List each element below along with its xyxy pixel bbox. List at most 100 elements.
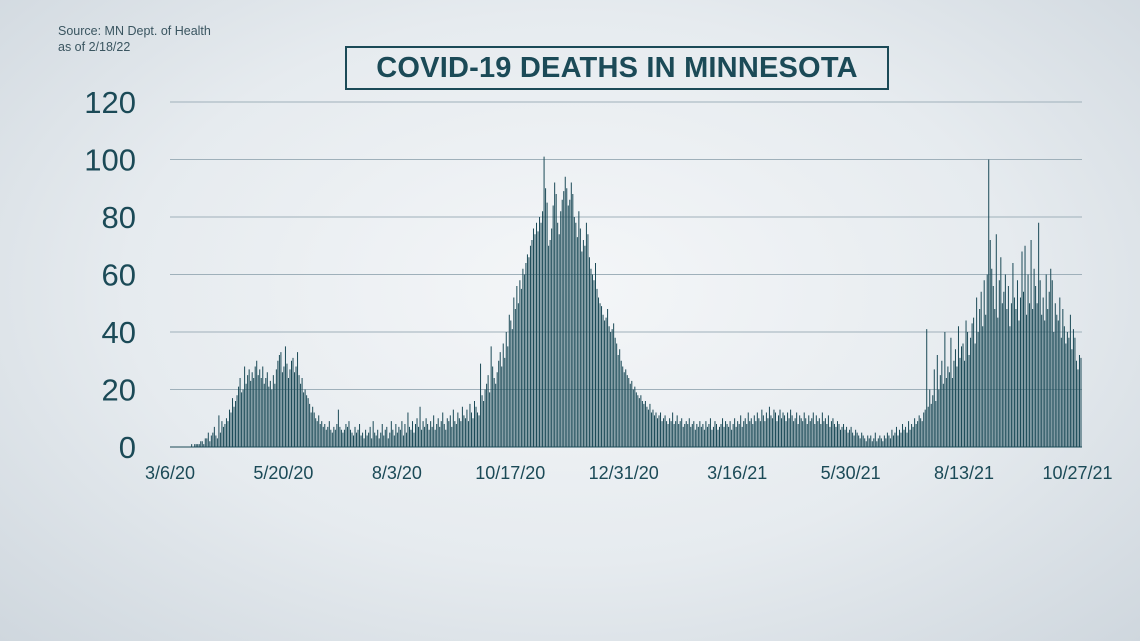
bar [985, 314, 987, 447]
bar [605, 317, 607, 448]
bar [194, 444, 196, 448]
bar [765, 412, 767, 447]
bar [1024, 245, 1026, 447]
bar [387, 438, 389, 448]
bar [850, 426, 852, 448]
bar [779, 409, 781, 448]
bar [310, 412, 312, 447]
bar [576, 237, 578, 447]
bar [570, 182, 572, 447]
bar [761, 409, 763, 448]
bar [829, 426, 831, 448]
bar [496, 372, 498, 447]
bar [897, 435, 899, 447]
bar [954, 349, 956, 447]
bar [694, 429, 696, 447]
bar [313, 412, 315, 447]
bar [844, 429, 846, 447]
bar [1029, 303, 1031, 447]
bar [920, 418, 922, 447]
bar [392, 429, 394, 447]
bar [434, 429, 436, 447]
bar [771, 418, 773, 447]
bar [759, 421, 761, 448]
bar [974, 343, 976, 447]
bar [607, 309, 609, 447]
bar [408, 426, 410, 448]
bar [948, 372, 950, 447]
bar [728, 426, 730, 448]
bar [442, 412, 444, 447]
bar [657, 418, 658, 447]
bar [752, 424, 754, 447]
bar [608, 326, 610, 447]
bar [1077, 369, 1079, 448]
bar [466, 409, 468, 448]
bar [325, 429, 327, 447]
bar [927, 406, 929, 447]
bar [251, 372, 253, 447]
bar [976, 297, 978, 447]
bar [1062, 309, 1064, 447]
bar [617, 355, 619, 447]
bar [206, 438, 208, 448]
bar [529, 245, 531, 447]
bar [484, 389, 486, 447]
chart-title-box: COVID-19 DEATHS IN MINNESOTA [345, 46, 889, 90]
bar [291, 360, 292, 447]
bar [1010, 303, 1012, 447]
bar [254, 366, 256, 447]
bar [523, 274, 525, 447]
bar [198, 444, 200, 448]
bar [697, 426, 699, 448]
bar [773, 409, 775, 448]
bar [407, 412, 409, 447]
bar [1078, 355, 1080, 447]
bar [265, 378, 267, 447]
bar [770, 415, 772, 448]
bar [675, 421, 677, 448]
bar [399, 429, 401, 447]
bar [944, 332, 946, 447]
bar [809, 421, 811, 448]
bar [448, 421, 450, 448]
bar [566, 188, 568, 447]
bar [1007, 286, 1009, 447]
bar [652, 409, 654, 448]
x-axis: 3/6/20 5/20/20 8/3/20 10/17/20 12/31/20 3/16/… [145, 463, 1113, 483]
bar [467, 421, 469, 448]
bar [938, 389, 940, 447]
bar [1006, 309, 1008, 447]
y-tick-label: 0 [119, 430, 136, 465]
bar [717, 429, 719, 447]
bar [525, 263, 527, 447]
bar [812, 412, 814, 447]
bar [983, 280, 985, 447]
bar [753, 415, 755, 448]
bar [714, 421, 716, 448]
bar [274, 383, 276, 447]
bar [498, 360, 500, 447]
bar [700, 426, 702, 448]
bar [384, 429, 386, 447]
bar [410, 429, 412, 447]
bar [957, 326, 959, 447]
bar [322, 426, 324, 448]
bar [895, 426, 897, 448]
bar [986, 274, 988, 447]
bar [709, 418, 711, 447]
bar [359, 424, 361, 447]
bars [170, 156, 1082, 448]
bar [719, 426, 721, 448]
bar [286, 363, 288, 448]
bar [886, 432, 888, 448]
bar [480, 363, 482, 448]
bar [961, 346, 962, 448]
bar [756, 412, 758, 447]
bar [534, 234, 536, 447]
bar [449, 415, 451, 448]
bar [843, 424, 845, 447]
bar [610, 332, 612, 447]
bar [504, 357, 506, 448]
bar [316, 421, 318, 448]
